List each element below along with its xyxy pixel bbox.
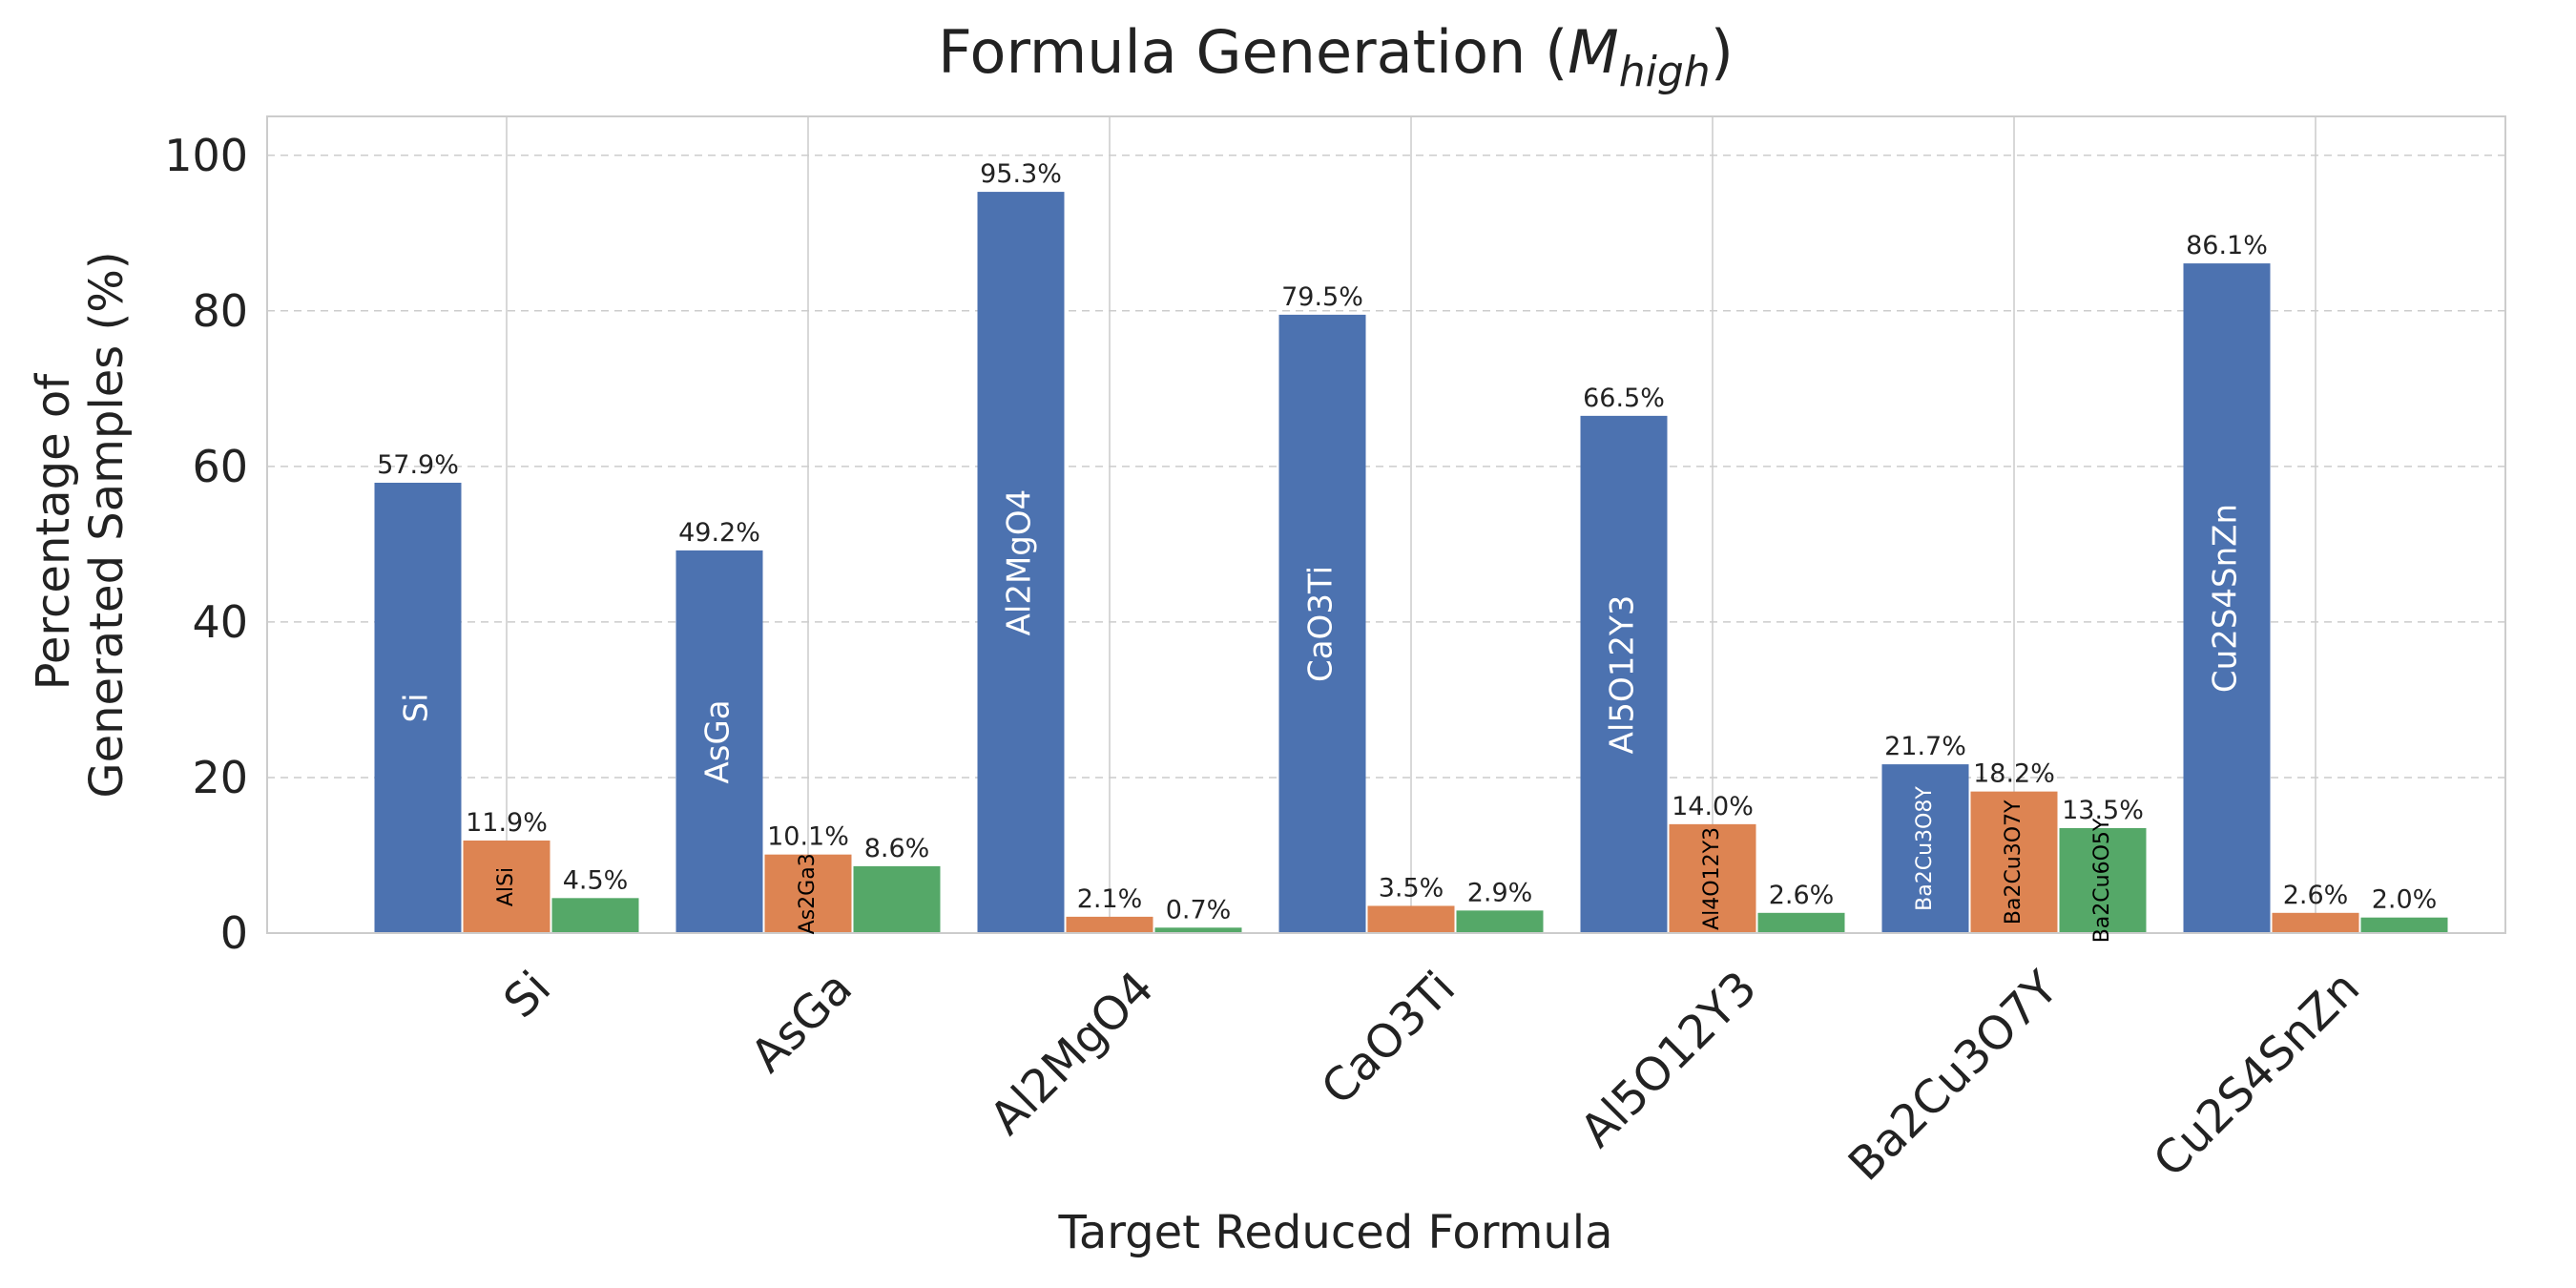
bar-formula-label: CaO3Ti <box>1302 566 1340 682</box>
bar-value-label: 2.1% <box>1077 884 1143 914</box>
bar-formula-label: AlSi <box>494 867 518 906</box>
y-tick-label: 80 <box>192 285 248 337</box>
bar-formula-label: Si <box>398 693 436 722</box>
bar-value-label: 2.6% <box>1769 881 1835 910</box>
bar-formula-label: Ba2Cu6O5Y <box>2090 818 2114 943</box>
bar-value-label: 11.9% <box>466 808 548 838</box>
bar-value-label: 21.7% <box>1884 732 1966 761</box>
bar-rank-1-Si <box>374 482 462 933</box>
bar-value-label: 8.6% <box>864 834 930 863</box>
bar-value-label: 10.1% <box>767 822 849 852</box>
bar-formula-label: Al4O12Y3 <box>1700 827 1724 930</box>
bar-rank-1-Al2MgO4 <box>977 192 1065 933</box>
bar-value-label: 13.5% <box>2062 796 2144 825</box>
y-tick-label: 100 <box>164 130 248 181</box>
y-tick-label: 60 <box>192 441 248 492</box>
bar-rank-2-Al2MgO4 <box>1066 916 1153 933</box>
bar-rank-2-Al5O12Y3 <box>1669 823 1756 933</box>
bar-rank-3-AsGa <box>853 865 941 933</box>
chart-title: Formula Generation (Mhigh) <box>938 17 1734 96</box>
x-axis-label: Target Reduced Formula <box>1057 1206 1612 1259</box>
plot-frame <box>266 115 2506 934</box>
bar-formula-label: Ba2Cu3O8Y <box>1913 786 1937 911</box>
bar-value-label: 66.5% <box>1583 384 1665 413</box>
bar-formula-label: Ba2Cu3O7Y <box>2002 800 2025 924</box>
bar-rank-3-Al2MgO4 <box>1154 927 1242 933</box>
bar-value-label: 2.6% <box>2283 881 2349 910</box>
bar-rank-3-CaO3Ti <box>1456 910 1544 933</box>
bar-value-label: 0.7% <box>1166 895 1232 924</box>
bar-value-label: 79.5% <box>1281 282 1363 312</box>
bar-value-label: 18.2% <box>1973 759 2055 789</box>
bar-value-label: 4.5% <box>563 865 629 895</box>
bar-rank-1-AsGa <box>675 550 763 933</box>
title-math-sub: high <box>1619 48 1711 96</box>
bar-rank-1-Ba2Cu3O7Y <box>1881 764 1969 933</box>
bar-value-label: 3.5% <box>1379 873 1444 903</box>
bar-formula-label: Al2MgO4 <box>1001 489 1039 636</box>
bar-rank-1-Cu2S4SnZn <box>2183 263 2271 934</box>
y-tick-label: 20 <box>192 752 248 803</box>
bar-rank-1-Al5O12Y3 <box>1580 415 1668 933</box>
bar-formula-label: Cu2S4SnZn <box>2207 504 2245 693</box>
bar-rank-2-AsGa <box>764 854 852 933</box>
y-tick-label: 40 <box>192 596 248 648</box>
bar-value-label: 2.0% <box>2372 885 2438 915</box>
bar-rank-3-Si <box>551 898 639 933</box>
bar-rank-3-Cu2S4SnZn <box>2360 917 2448 933</box>
title-math-base: M <box>1568 17 1619 87</box>
bar-formula-label: Al5O12Y3 <box>1604 595 1642 755</box>
bar-rank-2-Cu2S4SnZn <box>2272 912 2359 933</box>
y-axis-label-line-2: Generated Samples (%) <box>80 251 134 798</box>
bar-value-label: 14.0% <box>1672 792 1754 821</box>
bar-rank-3-Ba2Cu3O7Y <box>2059 827 2147 933</box>
bar-rank-3-Al5O12Y3 <box>1757 912 1845 933</box>
bar-rank-2-Ba2Cu3O7Y <box>1970 791 2058 933</box>
title-suffix: ) <box>1711 17 1734 87</box>
bar-value-label: 86.1% <box>2186 231 2268 260</box>
bar-rank-2-CaO3Ti <box>1367 905 1455 933</box>
bar-value-label: 57.9% <box>377 450 459 480</box>
bar-rank-2-Si <box>463 840 551 933</box>
bar-value-label: 49.2% <box>678 518 760 548</box>
bar-value-label: 2.9% <box>1467 878 1533 907</box>
y-axis-label-line-1: Percentage of <box>27 373 80 691</box>
y-tick-label: 0 <box>220 907 248 959</box>
bar-value-label: 95.3% <box>980 159 1062 189</box>
y-axis-label: Percentage of Generated Samples (%) <box>27 251 134 798</box>
bar-formula-label: AsGa <box>699 699 737 783</box>
bar-formula-label: As2Ga3 <box>796 853 820 934</box>
bar-rank-1-CaO3Ti <box>1278 314 1366 933</box>
